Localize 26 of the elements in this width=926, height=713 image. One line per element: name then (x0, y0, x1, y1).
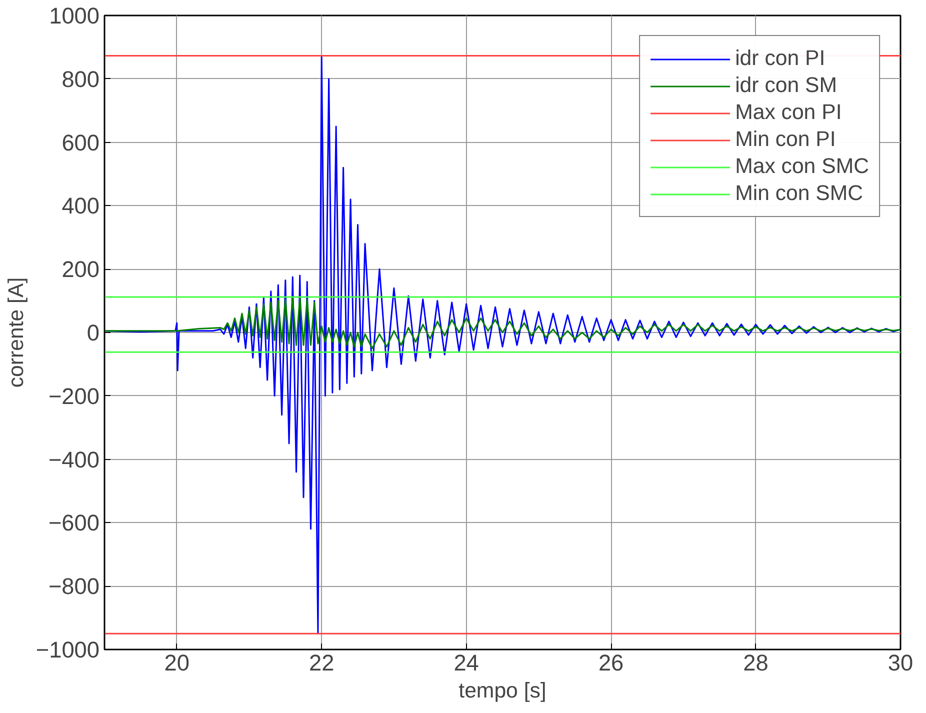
y-tick-label: −200 (48, 382, 100, 409)
y-tick-label: −600 (48, 510, 100, 536)
y-tick-label: 800 (62, 66, 100, 92)
legend-label: Min con PI (735, 127, 836, 152)
y-tick-label: 1000 (49, 2, 100, 28)
legend-label: Min con SMC (735, 181, 864, 206)
x-tick-label: 30 (888, 650, 914, 676)
x-tick-label: 28 (743, 650, 768, 676)
legend-label: Max con PI (735, 100, 842, 125)
x-tick-label: 22 (308, 650, 334, 676)
legend-label: Max con SMC (735, 154, 869, 179)
x-tick-label: 24 (454, 650, 479, 676)
x-axis-title: tempo [s] (458, 678, 546, 702)
y-tick-label: 0 (86, 320, 100, 346)
y-tick-label: 600 (62, 129, 100, 156)
x-tick-label: 26 (598, 650, 624, 676)
y-tick-label: 200 (62, 256, 100, 282)
y-axis-title: corrente [A] (4, 277, 28, 388)
y-tick-label: −800 (48, 573, 100, 600)
line-series (104, 296, 900, 350)
legend-label: idr con SM (735, 73, 837, 98)
y-tick-label: 400 (62, 192, 100, 219)
legend-label: idr con PI (735, 46, 826, 71)
y-tick-label: −400 (48, 446, 100, 472)
y-tick-label: −1000 (36, 636, 100, 662)
x-tick-label: 20 (164, 650, 190, 676)
